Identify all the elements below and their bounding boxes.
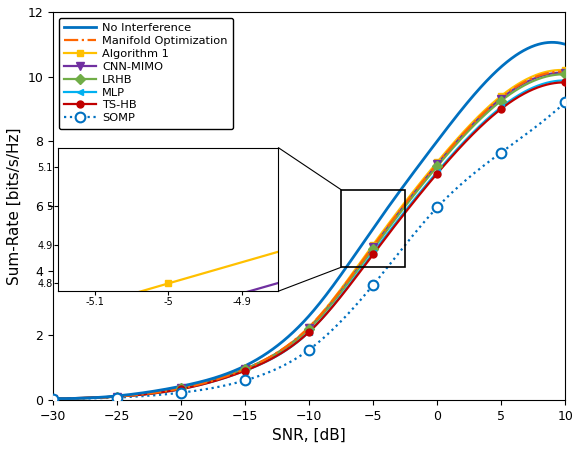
Legend: No Interference, Manifold Optimization, Algorithm 1, CNN-MIMO, LRHB, MLP, TS-HB,: No Interference, Manifold Optimization, … [59, 18, 233, 129]
X-axis label: SNR, [dB]: SNR, [dB] [272, 428, 346, 443]
Y-axis label: Sum-Rate [bits/s/Hz]: Sum-Rate [bits/s/Hz] [7, 127, 22, 284]
Bar [341, 190, 405, 267]
